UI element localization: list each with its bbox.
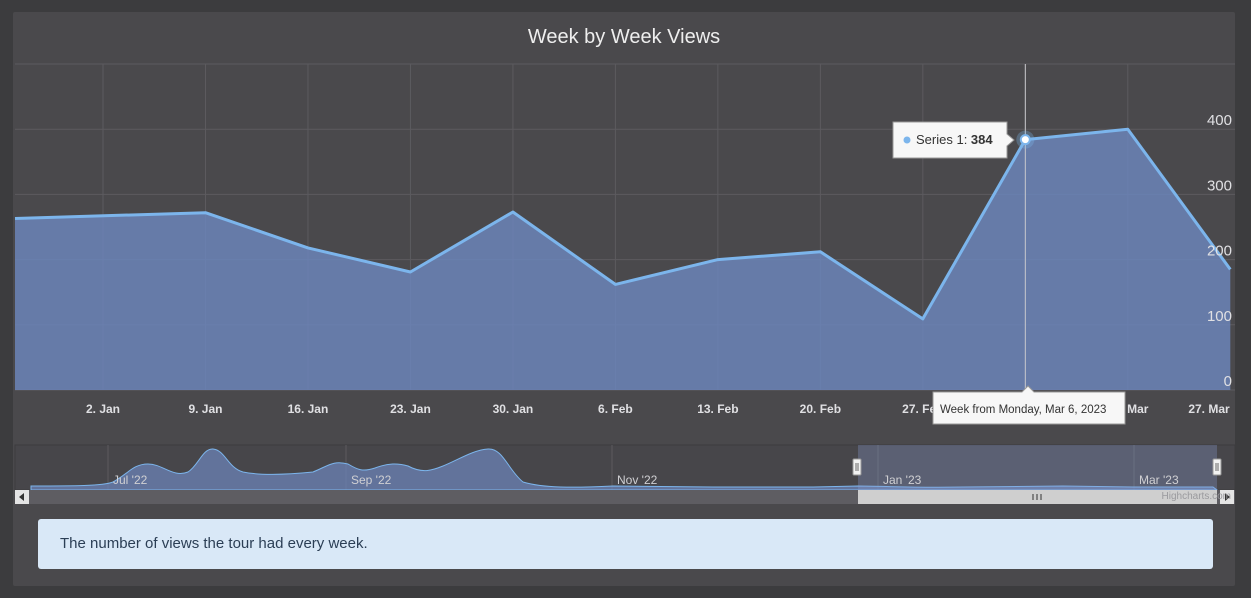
y-tick-label: 300 — [1207, 177, 1232, 194]
navigator-handle — [1212, 458, 1222, 476]
x-tick-label: 16. Jan — [288, 402, 329, 416]
crosshair-layer — [1016, 64, 1035, 390]
navigator-series — [30, 448, 1219, 491]
series-area — [15, 129, 1231, 390]
x-tick-label: 6. Feb — [598, 402, 633, 416]
navigator-label: Nov '22 — [617, 473, 658, 487]
y-tick-label: 0 — [1224, 373, 1232, 390]
navigator-mask — [858, 445, 1217, 490]
chart-svg: 0 100 200 300 400 2. Jan 9. Jan 16. Jan 23. Jan 3… — [14, 63, 1235, 504]
tooltip-series-label: Series 1: — [916, 132, 971, 147]
y-tick-label: 200 — [1207, 243, 1232, 260]
tooltip-series-dot — [903, 136, 911, 144]
navigator-handle — [852, 458, 862, 476]
date-tooltip-box — [932, 385, 1126, 425]
x-tick-label: 27. Mar — [1188, 402, 1230, 416]
navigator-label: Jan '23 — [883, 473, 922, 487]
axis-layer: 0 100 200 300 400 2. Jan 9. Jan 16. Jan 23. Jan 3… — [86, 112, 1232, 416]
navigator-label: Jul '22 — [113, 473, 148, 487]
series-tooltip: Series 1: 384 — [892, 121, 1015, 159]
navigator[interactable]: Jul '22 Sep '22 Nov '22 Jan '23 Mar '23 Highc… — [14, 444, 1235, 504]
arrow-right-icon — [1225, 493, 1230, 501]
tooltip-layer: Series 1: 384 Week from Monday, Mar 6, 20… — [892, 121, 1126, 425]
y-tick-label: 100 — [1207, 308, 1232, 325]
series-line — [14, 127, 1232, 321]
x-tick-label: 20. Feb — [800, 402, 841, 416]
date-tooltip-text: Week from Monday, Mar 6, 2023 — [940, 404, 1106, 416]
x-tick-label: 2. Jan — [86, 402, 120, 416]
chart-title: Week by Week Views — [527, 26, 721, 48]
area-layer — [14, 127, 1232, 390]
navigator-label: Sep '22 — [351, 473, 392, 487]
navigator-label: Mar '23 — [1139, 473, 1179, 487]
x-tick-label: 23. Jan — [390, 402, 431, 416]
tooltip-value: 384 — [971, 132, 993, 147]
tooltip-box — [892, 121, 1015, 159]
chart-panel: Week by Week Views 0 100 200 300 400 2. Jan 9.… — [13, 12, 1235, 586]
tooltip-text: Series 1: 384 — [916, 132, 993, 147]
chart-description: The number of views the tour had every w… — [38, 519, 1213, 569]
highcharts-credit: Highcharts.com — [1162, 491, 1231, 502]
x-tick-label: 30. Jan — [493, 402, 534, 416]
date-tooltip: Week from Monday, Mar 6, 2023 — [932, 385, 1126, 425]
arrow-left-icon — [19, 493, 24, 501]
hover-point — [1019, 134, 1031, 146]
x-tick-label: 13. Feb — [697, 402, 738, 416]
y-tick-label: 400 — [1207, 112, 1232, 129]
x-tick-label: 9. Jan — [188, 402, 222, 416]
